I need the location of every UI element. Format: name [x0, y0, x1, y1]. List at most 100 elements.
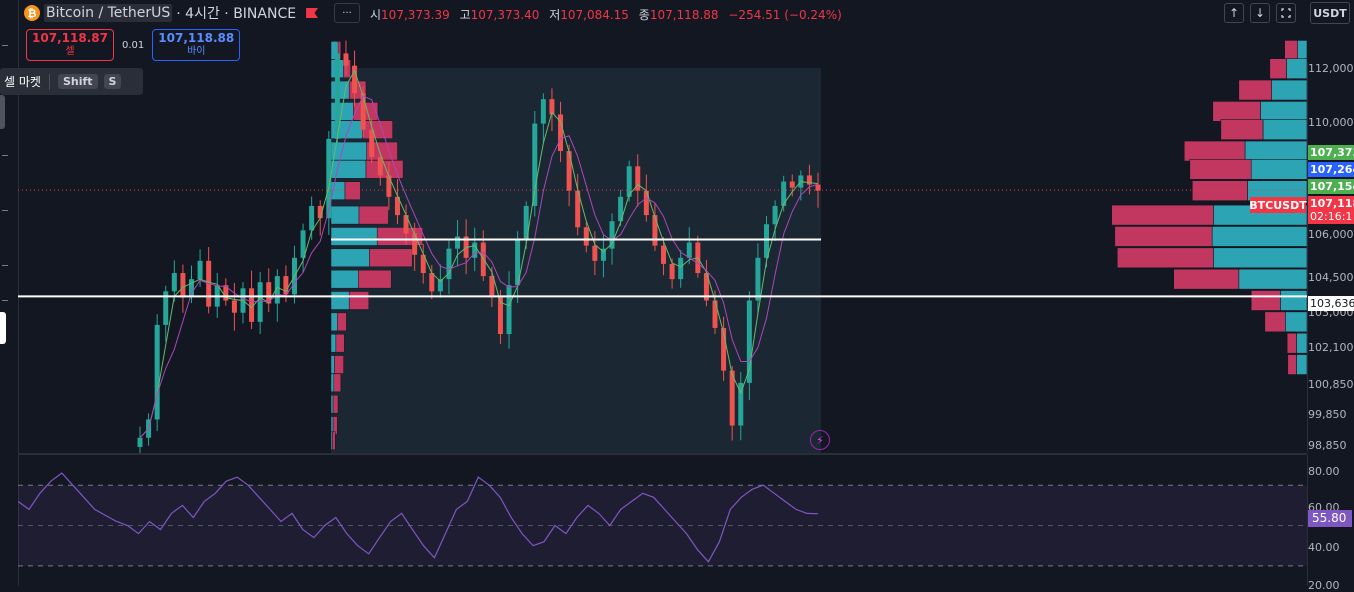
- pane-separator[interactable]: [18, 453, 1307, 455]
- shortcut-key-s: S: [103, 74, 122, 89]
- candle-body: [755, 257, 761, 301]
- buy-button[interactable]: 107,118.88 바이: [152, 29, 241, 61]
- candle-body: [678, 257, 684, 280]
- shortcut-key-shift: Shift: [57, 74, 98, 89]
- candle-body: [721, 327, 727, 371]
- price-chart[interactable]: [18, 26, 1307, 453]
- candle-body: [412, 233, 418, 255]
- symbol-legend[interactable]: ₿ Bitcoin / TetherUS · 4시간 · BINANCE ···: [24, 2, 364, 24]
- arrow-up-icon[interactable]: ↑: [1224, 3, 1244, 23]
- volume-profile-down-bar: [1173, 268, 1240, 290]
- candle-body: [257, 282, 263, 322]
- candle-body: [420, 254, 426, 274]
- sell-button[interactable]: 107,118.87 셀: [26, 29, 114, 61]
- scroll-handle[interactable]: [0, 95, 5, 129]
- symbol-interval-exchange: · 4시간 · BINANCE: [176, 6, 297, 22]
- candle-body: [609, 221, 615, 249]
- volume-profile-down-bar: [1111, 204, 1214, 226]
- price-scale-label: 100,850: [1308, 378, 1354, 391]
- candle-body: [540, 99, 546, 124]
- session-profile-down-bar: [332, 394, 339, 414]
- volume-profile-down-bar: [1116, 247, 1214, 269]
- left-toolbar-strip[interactable]: [0, 0, 19, 586]
- price-scale-label: 104,500: [1308, 271, 1354, 284]
- candle-body: [575, 190, 581, 228]
- candle-body: [171, 273, 177, 292]
- session-profile-down-bar: [376, 227, 423, 246]
- candle-body: [669, 263, 675, 280]
- volume-profile-down-bar: [1189, 159, 1252, 180]
- candle-body: [566, 151, 572, 191]
- candle-body: [558, 114, 564, 152]
- volume-profile-up-bar: [1211, 226, 1307, 247]
- flag-icon[interactable]: [306, 8, 319, 18]
- rsi-pane[interactable]: [18, 455, 1307, 586]
- symbol-price-label: BTCUSDT: [1249, 197, 1307, 213]
- candle-body: [300, 230, 306, 258]
- volume-profile-up-bar: [1297, 40, 1307, 61]
- session-profile-down-bar: [358, 269, 392, 289]
- reset-scale-icon[interactable]: [1276, 3, 1296, 23]
- rsi-line: [18, 472, 819, 563]
- lightning-icon[interactable]: ⚡: [810, 430, 830, 450]
- symbol-title[interactable]: Bitcoin / TetherUS: [44, 4, 173, 22]
- candle-body: [635, 166, 641, 191]
- candle-body: [489, 276, 495, 298]
- ohlc-close-label: 종: [638, 8, 650, 22]
- price-scale[interactable]: 112,000 110,000 106,000 104,500 103,000 …: [1307, 62, 1354, 452]
- candle-body: [738, 382, 744, 426]
- candle-body: [429, 273, 435, 292]
- rsi-scale-label: 80.00: [1308, 465, 1340, 478]
- session-profile-up-bar: [330, 333, 337, 353]
- sell-price: 107,118.87: [32, 31, 108, 45]
- candle-body: [369, 129, 375, 158]
- session-profile-down-bar: [358, 205, 389, 225]
- candle-body: [446, 248, 452, 280]
- candle-body: [600, 248, 606, 261]
- session-profile-down-bar: [334, 355, 344, 374]
- session-profile-down-bar: [344, 181, 361, 200]
- candle-body: [223, 285, 229, 301]
- candle-body: [703, 273, 709, 301]
- drawing-tool-handle[interactable]: [0, 312, 6, 344]
- volume-profile-down-bar: [1114, 226, 1213, 247]
- candle-body: [309, 205, 315, 231]
- volume-profile-down-bar: [1264, 311, 1286, 333]
- session-profile-down-bar: [337, 312, 347, 332]
- candle-body: [249, 288, 255, 322]
- candle-body: [334, 53, 340, 139]
- candle-body: [686, 242, 692, 258]
- session-profile-up-bar: [330, 80, 350, 100]
- more-options-button[interactable]: ···: [334, 3, 361, 23]
- session-profile-down-bar: [333, 373, 342, 393]
- candle-body: [506, 285, 512, 335]
- candle-body: [343, 53, 349, 66]
- candle-body: [377, 157, 383, 176]
- session-profile-down-bar: [362, 120, 393, 139]
- candle-body: [266, 282, 272, 304]
- session-profile-down-bar: [348, 291, 370, 310]
- volume-profile-down-bar: [1287, 354, 1297, 375]
- candle-body: [523, 205, 529, 240]
- price-tag-high: 107,373: [1308, 145, 1354, 160]
- arrow-down-icon[interactable]: ↓: [1250, 3, 1270, 23]
- session-profile-up-bar: [330, 248, 370, 268]
- candle-body: [163, 291, 169, 325]
- volume-profile-up-bar: [1296, 354, 1307, 375]
- candle-body: [403, 215, 409, 234]
- currency-selector[interactable]: USDT: [1310, 2, 1350, 24]
- volume-profile-down-bar: [1284, 40, 1299, 61]
- candle-body: [188, 279, 194, 298]
- price-tag-level: 107,154: [1308, 179, 1354, 194]
- candle-body: [274, 276, 280, 304]
- candle-body: [618, 196, 624, 222]
- candle-body: [386, 175, 392, 197]
- candle-body: [729, 370, 735, 426]
- session-profile-up-bar: [330, 373, 335, 393]
- candle-body: [789, 181, 795, 188]
- volume-profile-up-bar: [1238, 268, 1307, 290]
- buy-price: 107,118.88: [158, 31, 235, 45]
- ohlc-readout: 시107,373.39 고107,373.40 저107,084.15 종107…: [370, 6, 848, 23]
- candle-body: [283, 276, 289, 295]
- candle-body: [197, 260, 203, 280]
